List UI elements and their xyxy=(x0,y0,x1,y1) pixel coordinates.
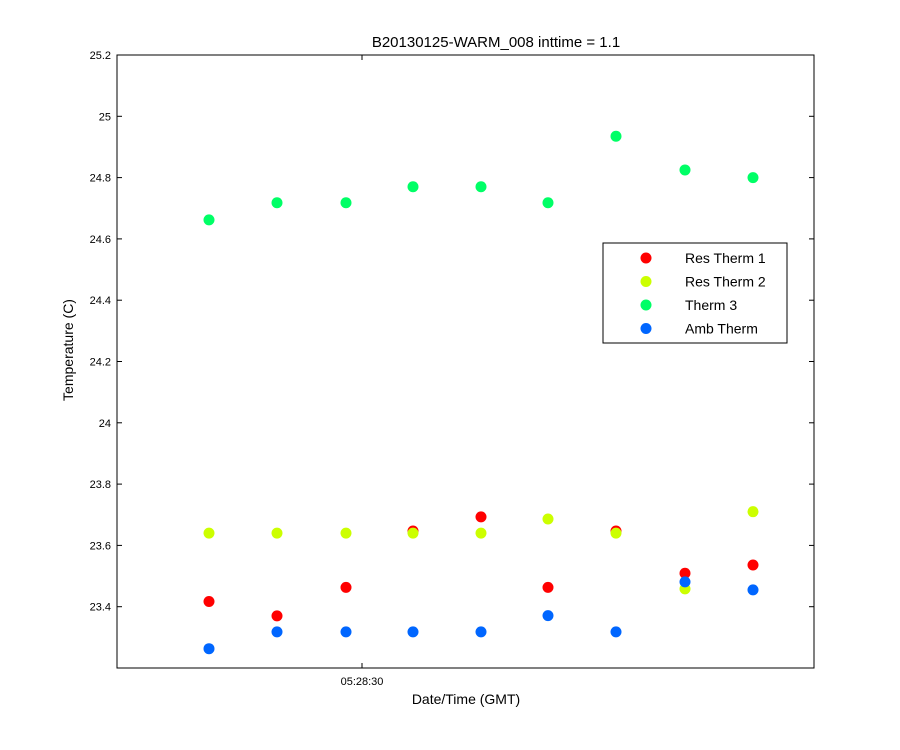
data-point xyxy=(679,567,691,579)
data-point xyxy=(271,626,283,638)
x-axis-label: Date/Time (GMT) xyxy=(412,691,520,707)
legend-label: Amb Therm xyxy=(685,321,758,337)
y-tick-label: 23.6 xyxy=(90,540,111,552)
data-point xyxy=(610,626,622,638)
data-point xyxy=(271,527,283,539)
plot-area xyxy=(116,54,815,669)
y-tick-label: 25 xyxy=(99,111,111,123)
y-tick-label: 23.8 xyxy=(90,479,111,491)
data-point xyxy=(203,214,215,226)
data-point xyxy=(475,181,487,193)
data-point xyxy=(271,610,283,622)
data-point xyxy=(340,581,352,593)
legend-label: Res Therm 2 xyxy=(685,274,766,290)
legend-marker xyxy=(640,252,652,264)
data-point xyxy=(679,164,691,176)
data-point xyxy=(542,581,554,593)
data-point xyxy=(340,527,352,539)
data-point xyxy=(475,527,487,539)
data-point xyxy=(203,643,215,655)
series-3 xyxy=(203,576,759,655)
data-points xyxy=(203,130,759,655)
data-point xyxy=(610,527,622,539)
legend-label: Therm 3 xyxy=(685,297,737,313)
y-tick-label: 24.4 xyxy=(90,295,111,307)
data-point xyxy=(542,610,554,622)
y-tick-label: 24.8 xyxy=(90,173,111,185)
legend-box xyxy=(602,242,788,344)
y-tick-label: 24.6 xyxy=(90,234,111,246)
legend: Res Therm 1 Res Therm 2 Therm 3 Amb Therm xyxy=(602,242,788,344)
data-point xyxy=(203,595,215,607)
data-point xyxy=(747,172,759,184)
legend-marker xyxy=(640,276,652,287)
y-tick-label: 23.4 xyxy=(90,602,111,614)
legend-marker xyxy=(640,299,652,311)
legend-marker xyxy=(640,323,652,334)
data-point xyxy=(475,626,487,638)
x-tick-label: 05:28:30 xyxy=(341,676,384,688)
chart-title: B20130125-WARM_008 inttime = 1.1 xyxy=(372,34,620,51)
x-axis: 05:28:30 xyxy=(341,55,384,688)
data-point xyxy=(610,130,622,142)
series-2 xyxy=(203,130,759,226)
data-point xyxy=(542,197,554,209)
data-point xyxy=(747,506,759,518)
data-point xyxy=(407,527,419,539)
data-point xyxy=(679,576,691,588)
data-point xyxy=(407,181,419,193)
data-point xyxy=(747,559,759,571)
data-point xyxy=(340,197,352,209)
y-tick-label: 24.2 xyxy=(90,357,111,369)
legend-label: Res Therm 1 xyxy=(685,250,766,266)
data-point xyxy=(271,197,283,209)
y-axis: 23.4 23.6 23.8 24 24.2 24.4 24.6 24.8 25 25.2 xyxy=(90,50,814,614)
y-tick-label: 24 xyxy=(99,418,111,430)
data-point xyxy=(542,513,554,525)
y-tick-label: 25.2 xyxy=(90,50,111,62)
data-point xyxy=(340,626,352,638)
data-point xyxy=(407,626,419,638)
data-point xyxy=(203,527,215,539)
axes-box xyxy=(116,54,815,669)
y-axis-label: Temperature (C) xyxy=(60,299,76,401)
series-1 xyxy=(203,506,759,595)
data-point xyxy=(475,511,487,523)
data-point xyxy=(747,584,759,596)
